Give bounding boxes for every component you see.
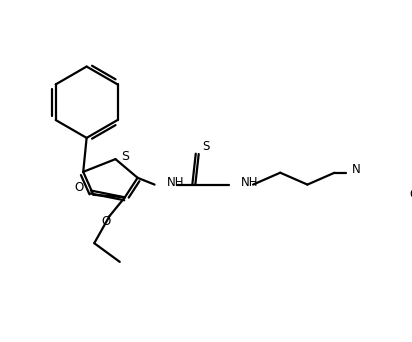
- Text: NH: NH: [166, 175, 184, 188]
- Text: NH: NH: [241, 175, 259, 188]
- Text: S: S: [202, 140, 209, 153]
- Text: O: O: [101, 214, 111, 228]
- Text: O: O: [75, 181, 84, 194]
- Text: O: O: [410, 188, 412, 201]
- Text: N: N: [351, 163, 360, 176]
- Text: S: S: [122, 150, 129, 163]
